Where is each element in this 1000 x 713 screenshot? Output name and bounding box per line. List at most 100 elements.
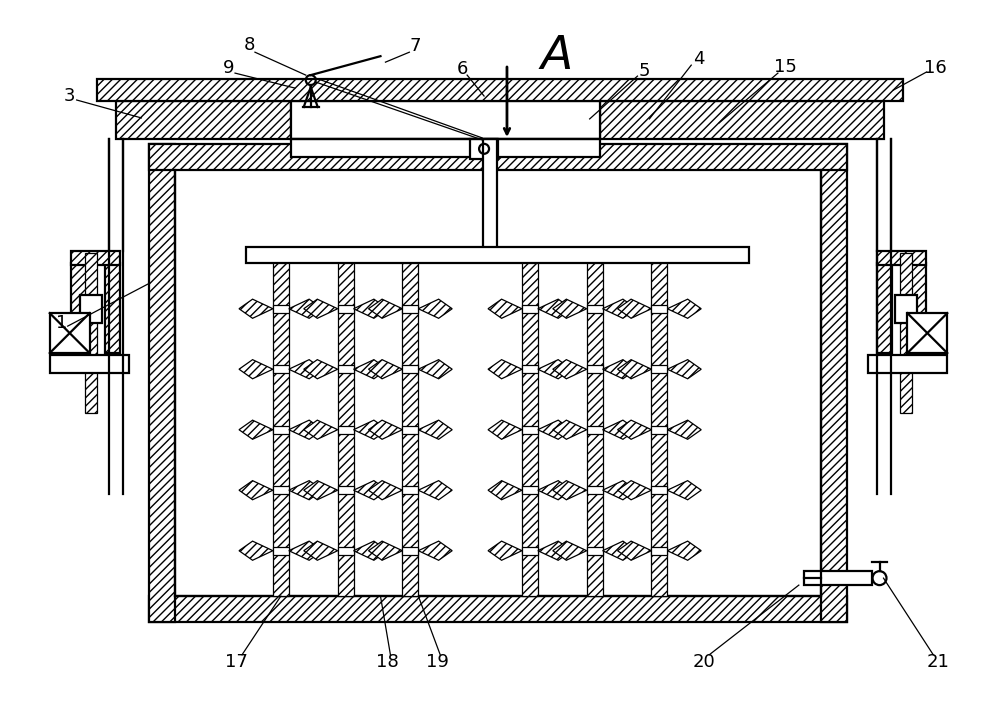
Polygon shape [553, 541, 587, 560]
Polygon shape [369, 481, 402, 500]
Bar [402, 426, 418, 434]
Polygon shape [354, 481, 387, 500]
Bar [402, 486, 418, 494]
Polygon shape [418, 299, 452, 318]
Polygon shape [618, 481, 651, 500]
Polygon shape [618, 299, 651, 318]
Bar [483, 139, 497, 248]
Polygon shape [369, 359, 402, 379]
Bar [587, 263, 603, 596]
Polygon shape [618, 541, 651, 560]
Bar [273, 426, 289, 434]
Polygon shape [667, 359, 701, 379]
Text: 18: 18 [376, 653, 399, 671]
Polygon shape [239, 541, 273, 560]
Bar [651, 304, 667, 313]
Polygon shape [418, 359, 452, 379]
Polygon shape [289, 299, 323, 318]
Bar [50, 313, 90, 353]
Bar [877, 263, 892, 353]
Text: 21: 21 [927, 653, 950, 671]
Polygon shape [538, 481, 572, 500]
Polygon shape [289, 481, 323, 500]
Polygon shape [304, 541, 338, 560]
Bar [907, 313, 947, 353]
Polygon shape [553, 481, 587, 500]
Bar [291, 101, 600, 139]
Bar [338, 486, 354, 494]
Bar [149, 144, 175, 622]
Bar [900, 253, 912, 413]
Bar [600, 101, 884, 139]
Polygon shape [304, 420, 338, 439]
Bar [868, 355, 947, 373]
Bar [651, 547, 667, 555]
Polygon shape [488, 481, 522, 500]
Text: 17: 17 [225, 653, 247, 671]
Bar [116, 101, 291, 139]
Bar [651, 426, 667, 434]
Bar [149, 596, 847, 622]
Polygon shape [304, 359, 338, 379]
Text: 4: 4 [693, 50, 705, 68]
Polygon shape [418, 481, 452, 500]
Bar [149, 144, 847, 170]
Polygon shape [603, 481, 636, 500]
Bar [587, 486, 603, 494]
Bar [587, 547, 603, 555]
Polygon shape [239, 359, 273, 379]
Bar [338, 547, 354, 555]
Polygon shape [488, 299, 522, 318]
Text: 8: 8 [243, 36, 255, 54]
Polygon shape [239, 299, 273, 318]
Bar [587, 365, 603, 373]
Polygon shape [553, 359, 587, 379]
Text: 19: 19 [426, 653, 449, 671]
Polygon shape [354, 359, 387, 379]
Polygon shape [289, 541, 323, 560]
Bar [651, 486, 667, 494]
Bar [522, 304, 538, 313]
Polygon shape [354, 299, 387, 318]
Bar [85, 253, 97, 413]
Polygon shape [418, 541, 452, 560]
Polygon shape [488, 541, 522, 560]
Bar [273, 547, 289, 555]
Polygon shape [369, 420, 402, 439]
Bar [80, 295, 102, 323]
Bar [522, 365, 538, 373]
Polygon shape [618, 359, 651, 379]
Bar [273, 304, 289, 313]
Bar [97, 79, 903, 101]
Polygon shape [667, 299, 701, 318]
Polygon shape [603, 541, 636, 560]
Polygon shape [553, 299, 587, 318]
Polygon shape [289, 420, 323, 439]
Bar [402, 365, 418, 373]
Text: 3: 3 [64, 87, 75, 105]
Bar [338, 365, 354, 373]
Text: 7: 7 [410, 37, 421, 55]
Polygon shape [667, 420, 701, 439]
Bar [246, 247, 749, 263]
Bar [522, 486, 538, 494]
Polygon shape [304, 299, 338, 318]
Bar [402, 304, 418, 313]
Text: 5: 5 [639, 62, 650, 80]
Bar [651, 365, 667, 373]
Polygon shape [667, 481, 701, 500]
Polygon shape [538, 541, 572, 560]
Bar [105, 263, 120, 353]
Polygon shape [603, 420, 636, 439]
Bar [651, 263, 667, 596]
Bar [338, 426, 354, 434]
Polygon shape [488, 359, 522, 379]
Polygon shape [369, 299, 402, 318]
Bar [522, 547, 538, 555]
Polygon shape [538, 359, 572, 379]
Text: 6: 6 [456, 60, 468, 78]
Polygon shape [538, 420, 572, 439]
Polygon shape [603, 359, 636, 379]
Text: 16: 16 [924, 59, 947, 77]
Bar [71, 252, 120, 265]
